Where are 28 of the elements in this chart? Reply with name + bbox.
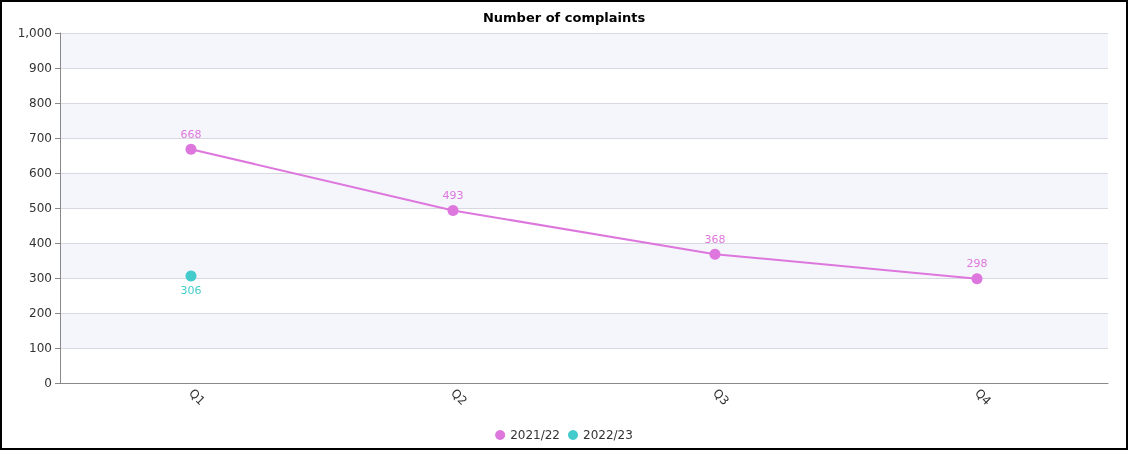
data-label: 493	[442, 188, 464, 202]
point	[185, 143, 197, 155]
y-tick-label: 700	[29, 131, 52, 145]
y-tick-label: 1,000	[17, 26, 52, 40]
y-tick-label: 300	[29, 271, 52, 285]
x-tick-label: Q3	[710, 386, 733, 409]
point	[447, 204, 459, 216]
data-label: 668	[180, 127, 202, 141]
data-label: 306	[180, 284, 202, 298]
data-label: 368	[704, 232, 726, 246]
data-label: 298	[966, 257, 988, 271]
legend-label: 2021/22	[510, 428, 561, 442]
x-tick-label: Q2	[448, 386, 471, 409]
y-tick-label: 500	[29, 201, 52, 215]
point	[185, 270, 197, 282]
y-tick-label: 0	[44, 376, 52, 390]
point	[709, 248, 721, 260]
chart-title: Number of complaints	[482, 10, 646, 25]
x-tick-label: Q4	[972, 386, 995, 409]
y-tick-label: 800	[29, 96, 52, 110]
y-tick-label: 400	[29, 236, 52, 250]
legend-label: 2022/23	[583, 428, 633, 442]
y-tick-label: 900	[29, 61, 52, 75]
y-tick-label: 100	[29, 341, 52, 355]
x-tick-label: Q1	[186, 386, 209, 409]
y-tick-label: 600	[29, 166, 52, 180]
point	[971, 273, 983, 285]
y-tick-label: 200	[29, 306, 52, 320]
